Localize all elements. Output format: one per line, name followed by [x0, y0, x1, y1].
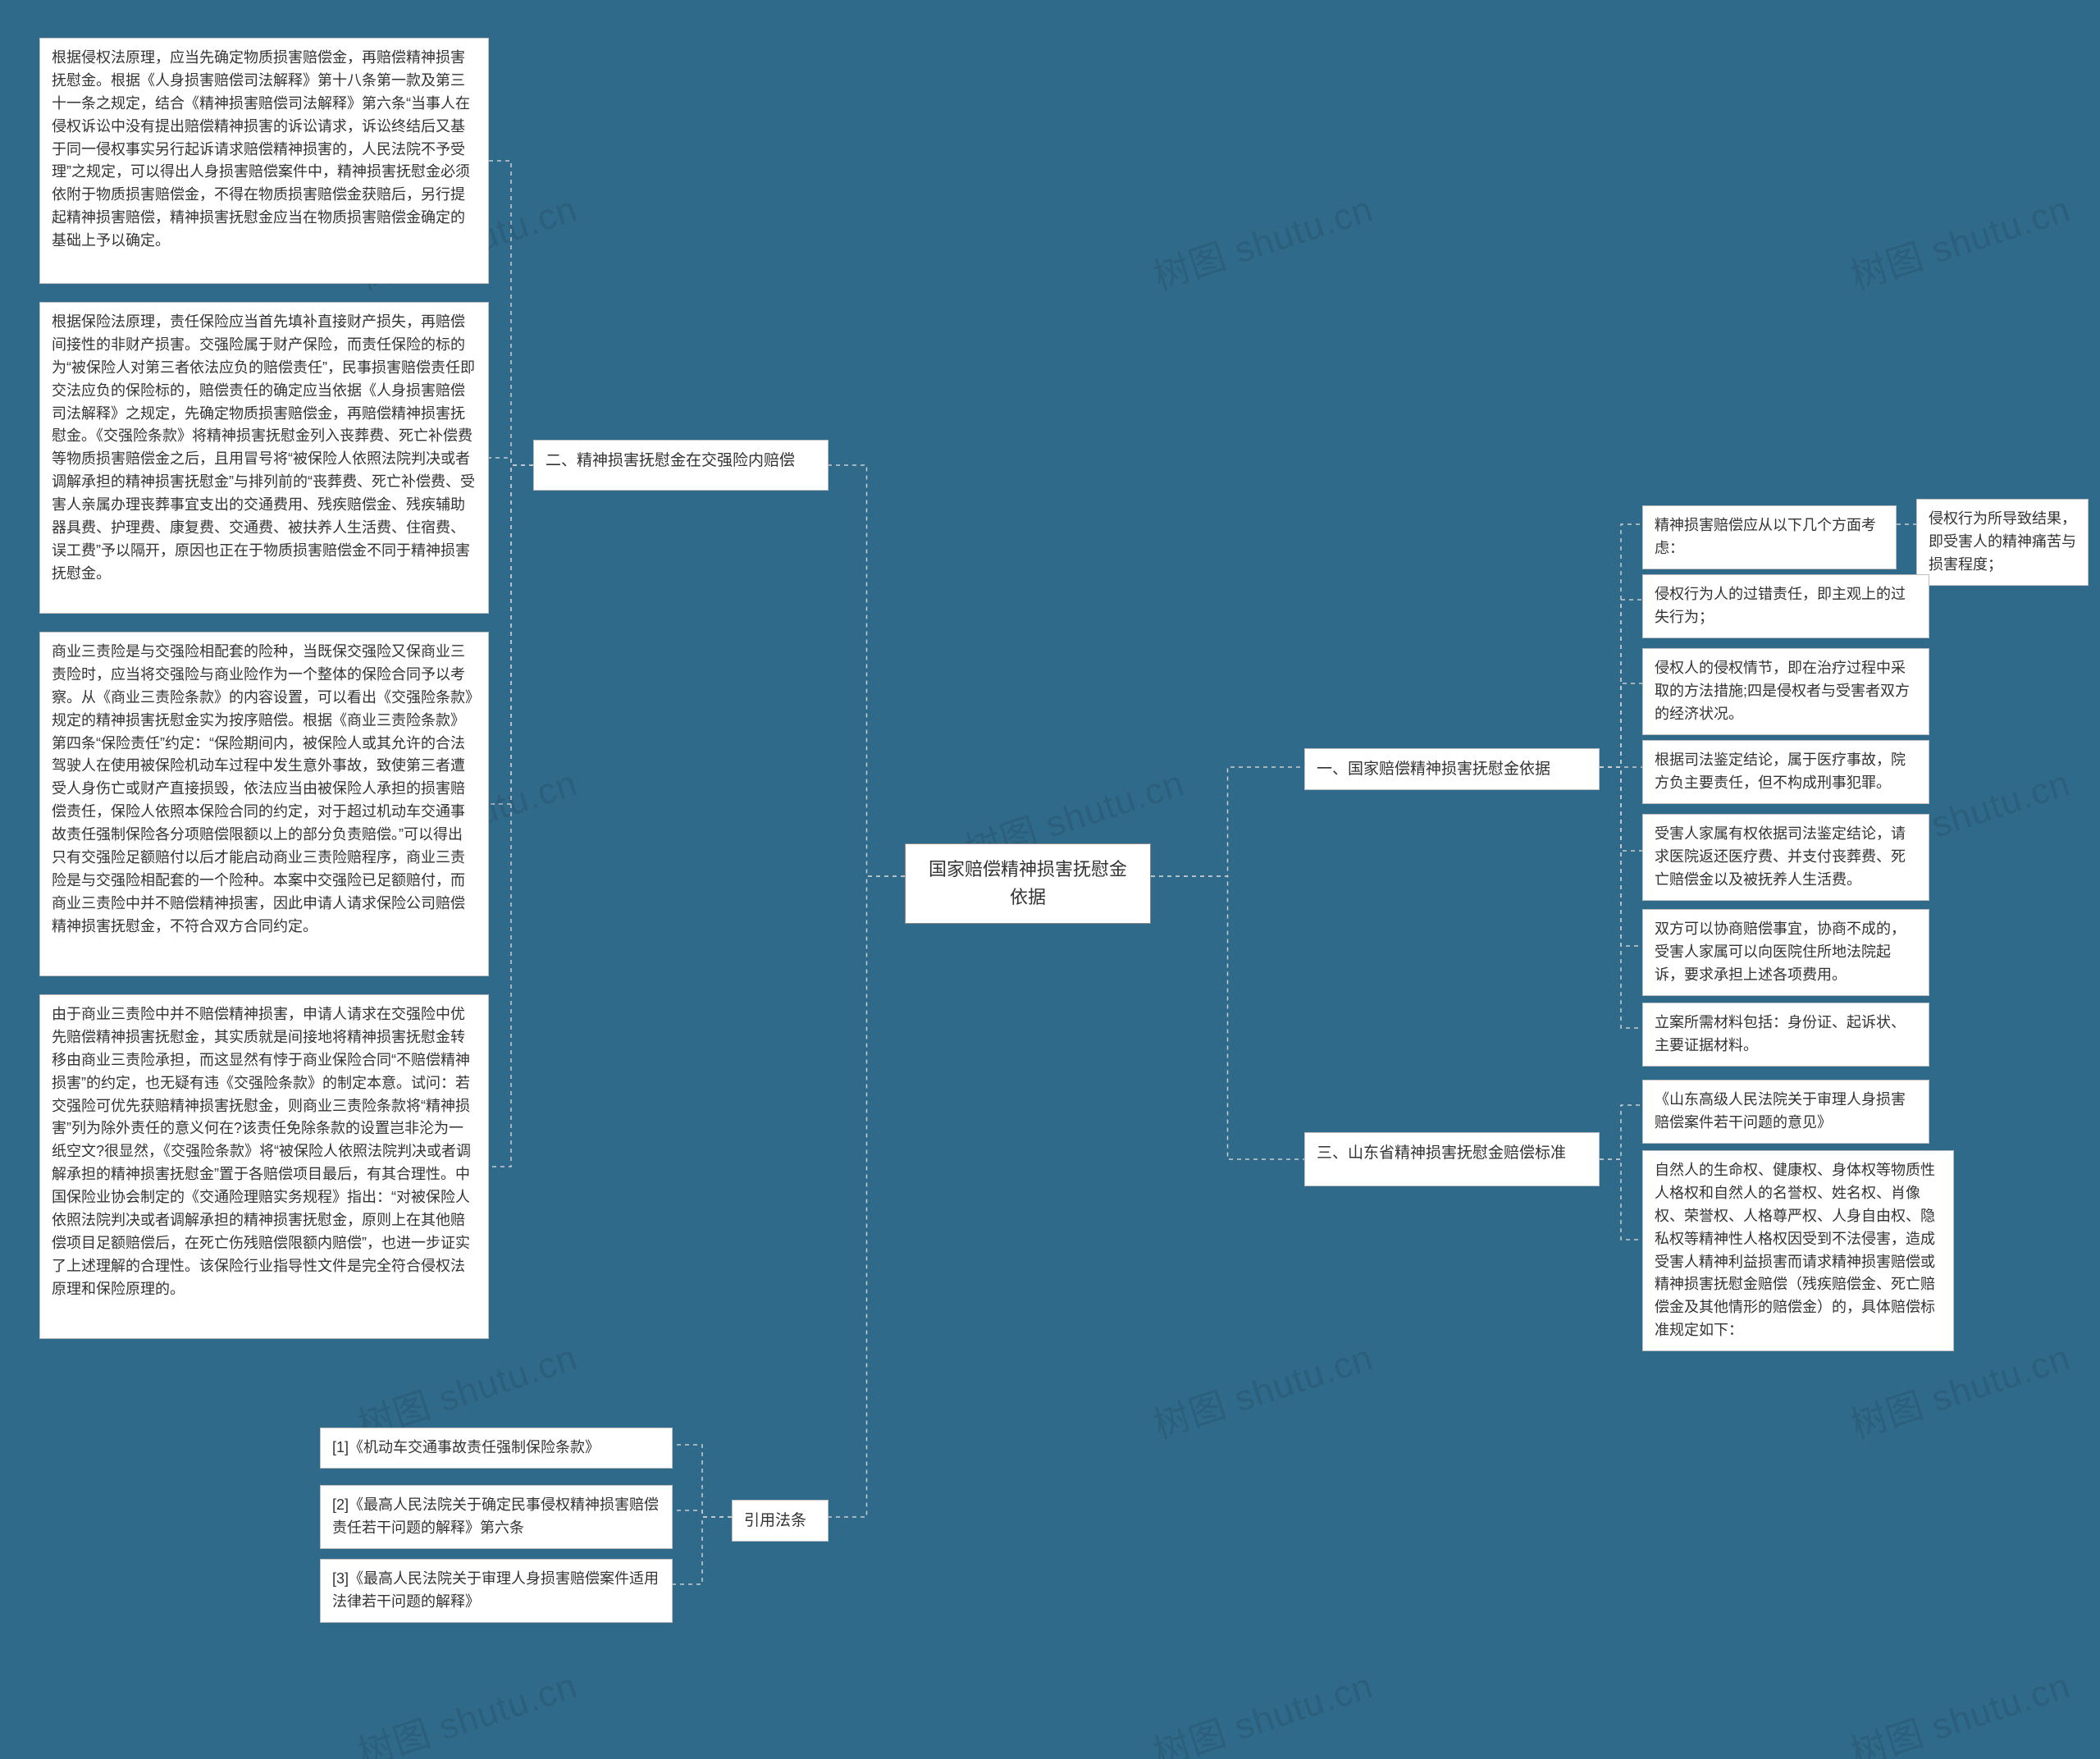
watermark: 树图 shutu.cn [1146, 1328, 1379, 1449]
leaf-node: 双方可以协商赔偿事宜，协商不成的，受害人家属可以向医院住所地法院起诉，要求承担上… [1642, 909, 1929, 996]
leaf-node: 侵权行为人的过错责任，即主观上的过失行为； [1642, 574, 1929, 638]
leaf-node: 立案所需材料包括：身份证、起诉状、主要证据材料。 [1642, 1003, 1929, 1067]
branch-node: 二、精神损害抚慰金在交强险内赔偿 [533, 440, 829, 491]
watermark: 树图 shutu.cn [1843, 1656, 2076, 1759]
leaf-node: 精神损害赔偿应从以下几个方面考虑： [1642, 505, 1897, 569]
leaf-node: 根据侵权法原理，应当先确定物质损害赔偿金，再赔偿精神损害抚慰金。根据《人身损害赔… [39, 38, 489, 284]
leaf-node: [3]《最高人民法院关于审理人身损害赔偿案件适用法律若干问题的解释》 [320, 1559, 673, 1623]
leaf-node: 受害人家属有权依据司法鉴定结论，请求医院返还医疗费、并支付丧葬费、死亡赔偿金以及… [1642, 814, 1929, 901]
leaf-node: 自然人的生命权、健康权、身体权等物质性人格权和自然人的名誉权、姓名权、肖像权、荣… [1642, 1150, 1954, 1351]
leaf-node: [2]《最高人民法院关于确定民事侵权精神损害赔偿责任若干问题的解释》第六条 [320, 1485, 673, 1549]
leaf-node: 《山东高级人民法院关于审理人身损害赔偿案件若干问题的意见》 [1642, 1080, 1929, 1144]
leaf-node: 侵权行为所导致结果，即受害人的精神痛苦与损害程度； [1916, 499, 2089, 586]
root-node: 国家赔偿精神损害抚慰金依据 [905, 843, 1151, 924]
branch-node: 一、国家赔偿精神损害抚慰金依据 [1304, 748, 1600, 790]
leaf-node: 根据司法鉴定结论，属于医疗事故，院方负主要责任，但不构成刑事犯罪。 [1642, 740, 1929, 804]
leaf-node: 商业三责险是与交强险相配套的险种，当既保交强险又保商业三责险时，应当将交强险与商… [39, 632, 489, 976]
watermark: 树图 shutu.cn [1146, 180, 1379, 300]
branch-node: 引用法条 [732, 1500, 829, 1542]
leaf-node: 侵权人的侵权情节，即在治疗过程中采取的方法措施;四是侵权者与受害者双方的经济状况… [1642, 648, 1929, 735]
mindmap-canvas: 树图 shutu.cn 树图 shutu.cn 树图 shutu.cn 树图 shut… [0, 0, 2100, 1759]
watermark: 树图 shutu.cn [1843, 180, 2076, 300]
leaf-node: 根据保险法原理，责任保险应当首先填补直接财产损失，再赔偿间接性的非财产损害。交强… [39, 302, 489, 614]
leaf-node: [1]《机动车交通事故责任强制保险条款》 [320, 1428, 673, 1469]
branch-node: 三、山东省精神损害抚慰金赔偿标准 [1304, 1132, 1600, 1186]
leaf-node: 由于商业三责险中并不赔偿精神损害，申请人请求在交强险中优先赔偿精神损害抚慰金，其… [39, 994, 489, 1339]
watermark: 树图 shutu.cn [1146, 1656, 1379, 1759]
watermark: 树图 shutu.cn [350, 1656, 583, 1759]
